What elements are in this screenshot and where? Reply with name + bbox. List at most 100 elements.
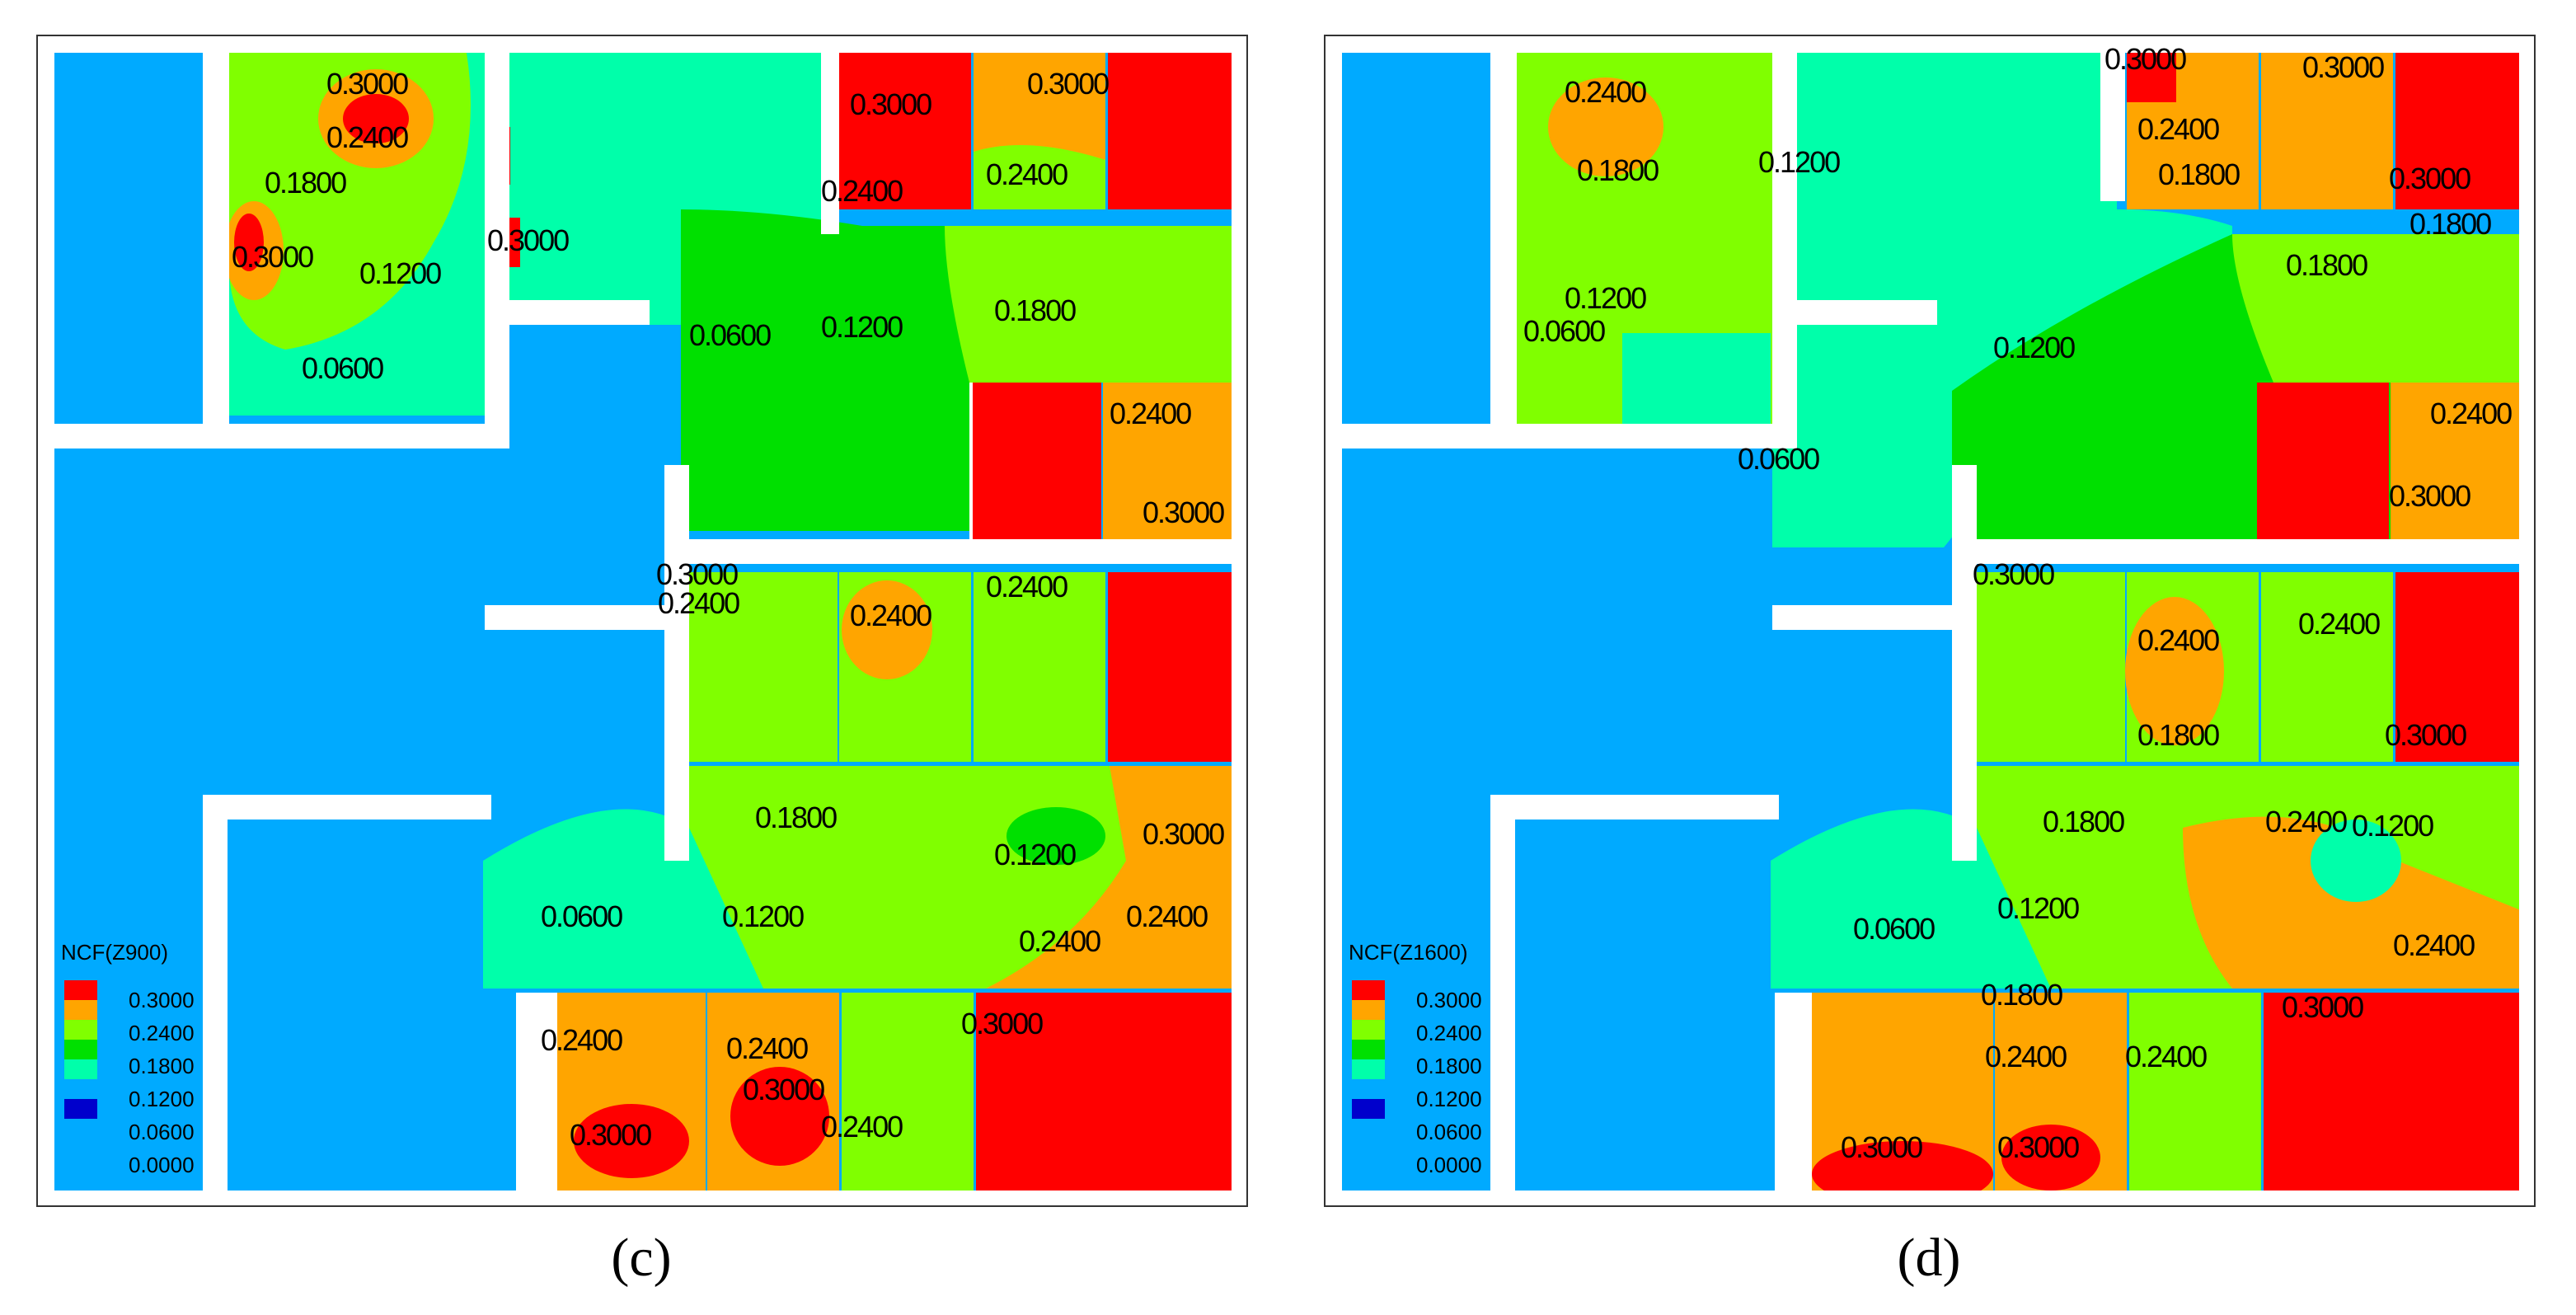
contour-label: 0.3000 <box>1143 495 1224 529</box>
legend-swatch-0180 <box>64 1020 97 1040</box>
legend-label: 0.0600 <box>129 1120 195 1144</box>
hotspot-lower-middle-cyan <box>2311 820 2401 902</box>
legend: NCF(Z1600) 0.3000 0.2400 0.1800 0.1200 0… <box>1349 940 1482 1177</box>
region-lower-left-cyan <box>1771 809 2051 989</box>
wall <box>1490 36 1517 449</box>
contour-label: 0.3000 <box>850 87 931 121</box>
contour-label: 0.2400 <box>1126 899 1208 933</box>
walls <box>1326 36 2534 1205</box>
hotspot-top-left-2-core <box>234 214 264 271</box>
wall <box>1326 1191 2534 1205</box>
contour-label: 0.2400 <box>726 1031 808 1065</box>
wall <box>516 993 557 1205</box>
contour-label: 0.1200 <box>359 256 441 290</box>
legend-label: 0.1200 <box>129 1087 195 1111</box>
contour-label: 0.2400 <box>986 157 1067 191</box>
contour-label: 0.2400 <box>2125 1040 2207 1073</box>
contour-label: 0.2400 <box>541 1023 622 1057</box>
contour-label: 0.3000 <box>1997 1130 2079 1164</box>
contour-label: 0.2400 <box>326 120 408 154</box>
wall <box>1232 36 1246 1205</box>
region-row3-room-1 <box>1977 572 2125 762</box>
region-bottom-room-3 <box>842 993 974 1191</box>
hotspot-bottom-2 <box>2001 1125 2100 1191</box>
contour-label: 0.3000 <box>326 67 408 101</box>
legend-label: 0.1800 <box>129 1054 195 1078</box>
legend-label: 0.0000 <box>1416 1153 1482 1177</box>
contour-label: 0.1800 <box>1981 978 2062 1012</box>
contour-label: 0.1800 <box>2409 207 2491 241</box>
contour-label: 0.3000 <box>743 1073 824 1106</box>
legend-label: 0.0000 <box>129 1153 195 1177</box>
contour-label: 0.3000 <box>2385 718 2466 752</box>
hotspot-bottom-1 <box>1812 1141 1993 1205</box>
hotspot-bottom-2 <box>730 1067 829 1166</box>
wall <box>203 795 228 1205</box>
contour-fill-regions <box>54 53 1233 1191</box>
region-middle-right-room-orange <box>1103 383 1233 539</box>
region-top-right-room-1 <box>839 53 971 209</box>
region-middle-large-level-2 <box>945 226 1233 383</box>
contour-label: 0.1800 <box>2137 718 2219 752</box>
wall <box>485 300 650 325</box>
contour-label: 0.0600 <box>1853 912 1935 946</box>
contour-label: 0.1200 <box>994 838 1076 871</box>
wall <box>485 605 666 630</box>
wall <box>1490 795 1779 820</box>
contour-label: 0.3000 <box>656 557 738 591</box>
contour-label: 0.2400 <box>2137 112 2219 146</box>
wall <box>664 465 689 861</box>
wall <box>1952 465 1977 861</box>
contour-label: 0.2400 <box>2137 623 2219 657</box>
legend-swatch-min <box>1352 1099 1385 1119</box>
contour-label: 0.1200 <box>2352 809 2433 843</box>
legend-label: 0.2400 <box>1416 1021 1482 1045</box>
legend-label: 0.3000 <box>129 988 195 1012</box>
contour-label: 0.2400 <box>1019 924 1100 958</box>
region-top-middle <box>1772 53 2232 547</box>
region-row3-room-3 <box>2261 572 2393 762</box>
region-top-right-room-2 <box>2261 53 2393 209</box>
wall <box>2100 36 2125 201</box>
contour-label: 0.1200 <box>722 899 804 933</box>
legend-label: 0.1200 <box>1416 1087 1482 1111</box>
contour-label: 0.2400 <box>1985 1040 2067 1073</box>
contour-label: 0.3000 <box>2302 50 2384 84</box>
contour-label: 0.2400 <box>2298 607 2380 641</box>
region-bottom-room-4 <box>2264 993 2519 1191</box>
wall <box>821 36 839 234</box>
contour-label: 0.3000 <box>570 1118 651 1152</box>
contour-label: 0.1800 <box>994 294 1076 327</box>
wall <box>38 424 500 449</box>
wall <box>1490 795 1515 1205</box>
wall <box>1326 36 2534 53</box>
legend-label: 0.2400 <box>129 1021 195 1045</box>
contour-labels: 0.2400 0.1800 0.1200 0.0600 0.1200 0.060… <box>1523 42 2513 1164</box>
contour-label: 0.1800 <box>755 801 837 834</box>
legend: NCF(Z900) 0.3000 0.2400 0.1800 0.1200 0.… <box>61 940 195 1177</box>
contour-label: 0.1200 <box>1758 145 1840 179</box>
legend-swatch-0060 <box>1352 1059 1385 1079</box>
region-row3-room-3 <box>974 572 1105 762</box>
contour-label: 0.0600 <box>1738 442 1819 476</box>
contour-label: 0.3000 <box>2282 990 2363 1024</box>
contour-label: 0.3000 <box>2389 162 2470 195</box>
hotspot-top-right-1 <box>2127 53 2176 102</box>
region-top-right-room-2-level <box>974 145 1105 209</box>
contour-plot-c: 0.3000 0.2400 0.1800 0.3000 0.1200 0.060… <box>38 36 1246 1205</box>
legend-swatch-0180 <box>1352 1020 1385 1040</box>
legend-swatch-min <box>64 1099 97 1119</box>
caption-d: (d) <box>1897 1228 1961 1288</box>
contour-label: 0.0600 <box>541 899 622 933</box>
contour-label: 0.2400 <box>986 570 1067 603</box>
region-lower-middle-orange <box>986 766 1233 989</box>
region-bottom-room-4 <box>976 993 1232 1191</box>
contour-label: 0.2400 <box>658 586 739 620</box>
region-lower-left-cyan <box>483 809 763 989</box>
wall <box>485 36 509 449</box>
contour-label: 0.2400 <box>850 599 931 632</box>
legend-label: 0.1800 <box>1416 1054 1482 1078</box>
region-top-right-room-3 <box>1108 53 1232 209</box>
legend-label: 0.0600 <box>1416 1120 1482 1144</box>
contour-label: 0.3000 <box>2389 479 2470 513</box>
